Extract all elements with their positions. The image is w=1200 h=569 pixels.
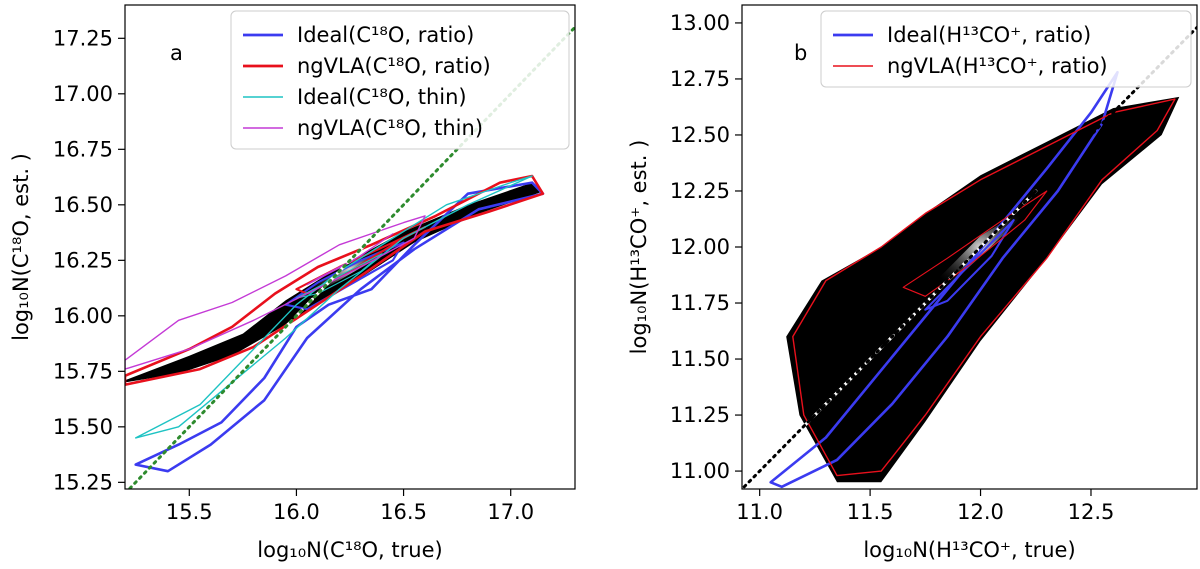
x-tick-label: 11.5 [847,500,894,524]
y-tick-label: 15.25 [53,470,113,494]
x-axis-label: log₁₀N(C¹⁸O, true) [257,538,442,562]
y-tick-label: 12.75 [670,67,730,91]
legend-label: Ideal(H¹³CO⁺, ratio) [887,23,1091,47]
x-axis-label: log₁₀N(H¹³CO⁺, true) [863,538,1075,562]
y-tick-label: 16.25 [53,248,113,272]
legend-label: ngVLA(C¹⁸O, thin) [297,116,483,140]
contour-outer-level [135,175,533,439]
legend: Ideal(C¹⁸O, ratio) ngVLA(C¹⁸O, ratio) Idea… [230,10,570,150]
y-axis-label: log₁₀N(H¹³CO⁺, est. ) [627,140,651,355]
panel-label: a [170,41,183,65]
y-tick-label: 11.75 [670,291,730,315]
x-tick-label: 16.5 [380,500,427,524]
legend: Ideal(H¹³CO⁺, ratio) ngVLA(H¹³CO⁺, ratio) [820,10,1192,88]
legend-box [820,10,1192,88]
x-tick-label: 17.0 [487,500,534,524]
reference-line-dotted [742,25,1197,489]
y-tick-label: 16.75 [53,137,113,161]
contour-inner-level [902,190,1048,297]
y-tick-label: 11.50 [670,347,730,371]
legend-label: ngVLA(C¹⁸O, ratio) [297,54,491,78]
legend-box [230,10,570,150]
y-tick-label: 15.75 [53,359,113,383]
y-tick-label: 12.25 [670,179,730,203]
density-region [786,96,1180,483]
plot-frame [124,4,576,490]
x-tick-label: 16.0 [273,500,320,524]
y-tick-label: 11.00 [670,459,730,483]
x-tick-label: 15.5 [166,500,213,524]
y-tick-label: 16.00 [53,304,113,328]
y-tick-label: 17.00 [53,82,113,106]
legend-label: ngVLA(H¹³CO⁺, ratio) [887,54,1108,78]
y-tick-label: 12.00 [670,235,730,259]
x-tick-label: 12.0 [957,500,1004,524]
y-tick-label: 13.00 [670,11,730,35]
panel-a: 15.5 16.0 16.5 17.0 15.25 15.50 15.75 16.00 16.2… [9,4,576,562]
panel-b: 11.0 11.5 12.0 12.5 11.00 11.25 11.50 11.75 12.0… [627,4,1198,562]
x-tick-label: 11.0 [736,500,783,524]
contour-series-1 [134,181,545,473]
legend-label: Ideal(C¹⁸O, ratio) [297,23,474,47]
x-tick-label: 12.5 [1068,500,1115,524]
contour-outer-level [769,70,1119,489]
legend-label: Ideal(C¹⁸O, thin) [297,85,467,109]
y-tick-label: 11.25 [670,403,730,427]
contour-outer-level [125,215,426,370]
panel-label: b [794,41,807,65]
plot-area [125,25,575,489]
y-tick-label: 17.25 [53,26,113,50]
y-tick-label: 16.50 [53,193,113,217]
y-tick-label: 15.50 [53,415,113,439]
plot-area [742,25,1197,489]
contour-outer-level [125,174,545,386]
y-tick-label: 12.50 [670,123,730,147]
y-axis-label: log₁₀N(C¹⁸O, est. ) [9,153,33,341]
contour-outer-level [134,181,545,473]
